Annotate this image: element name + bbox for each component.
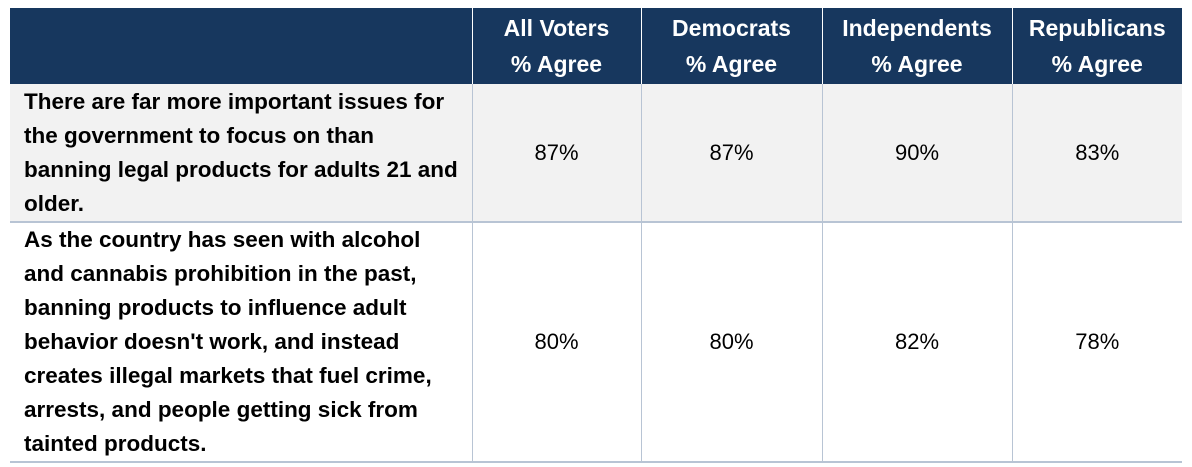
header-democrats-label: Democrats xyxy=(672,15,791,41)
table-row: As the country has seen with alcohol and… xyxy=(10,222,1182,463)
header-independents-metric: % Agree xyxy=(871,51,963,77)
header-republicans-metric: % Agree xyxy=(1051,51,1143,77)
header-independents: Independents % Agree xyxy=(821,8,1012,84)
value-cell-republicans: 78% xyxy=(1011,222,1182,463)
statement-cell: There are far more important issues for … xyxy=(10,84,472,223)
value-cell-all-voters: 87% xyxy=(471,84,641,223)
value-cell-democrats: 80% xyxy=(640,222,822,463)
value-cell-independents: 82% xyxy=(821,222,1012,463)
header-republicans: Republicans % Agree xyxy=(1011,8,1182,84)
header-all-voters: All Voters % Agree xyxy=(471,8,641,84)
header-all-voters-metric: % Agree xyxy=(510,51,603,77)
table-row: There are far more important issues for … xyxy=(10,84,1182,223)
header-independents-label: Independents xyxy=(842,15,992,41)
header-row: All Voters % Agree Democrats % Agree Ind… xyxy=(10,8,1182,84)
statement-cell: As the country has seen with alcohol and… xyxy=(10,222,472,463)
value-cell-republicans: 83% xyxy=(1011,84,1182,223)
value-cell-democrats: 87% xyxy=(640,84,822,223)
header-democrats-metric: % Agree xyxy=(685,51,778,77)
header-republicans-label: Republicans xyxy=(1028,15,1166,41)
header-all-voters-label: All Voters xyxy=(503,15,610,41)
value-cell-independents: 90% xyxy=(821,84,1012,223)
value-cell-all-voters: 80% xyxy=(471,222,641,463)
survey-results-table: All Voters % Agree Democrats % Agree Ind… xyxy=(10,8,1182,463)
header-democrats: Democrats % Agree xyxy=(640,8,822,84)
header-statement-cell xyxy=(10,8,472,84)
